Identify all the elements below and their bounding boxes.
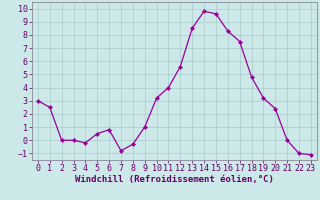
X-axis label: Windchill (Refroidissement éolien,°C): Windchill (Refroidissement éolien,°C) (75, 175, 274, 184)
